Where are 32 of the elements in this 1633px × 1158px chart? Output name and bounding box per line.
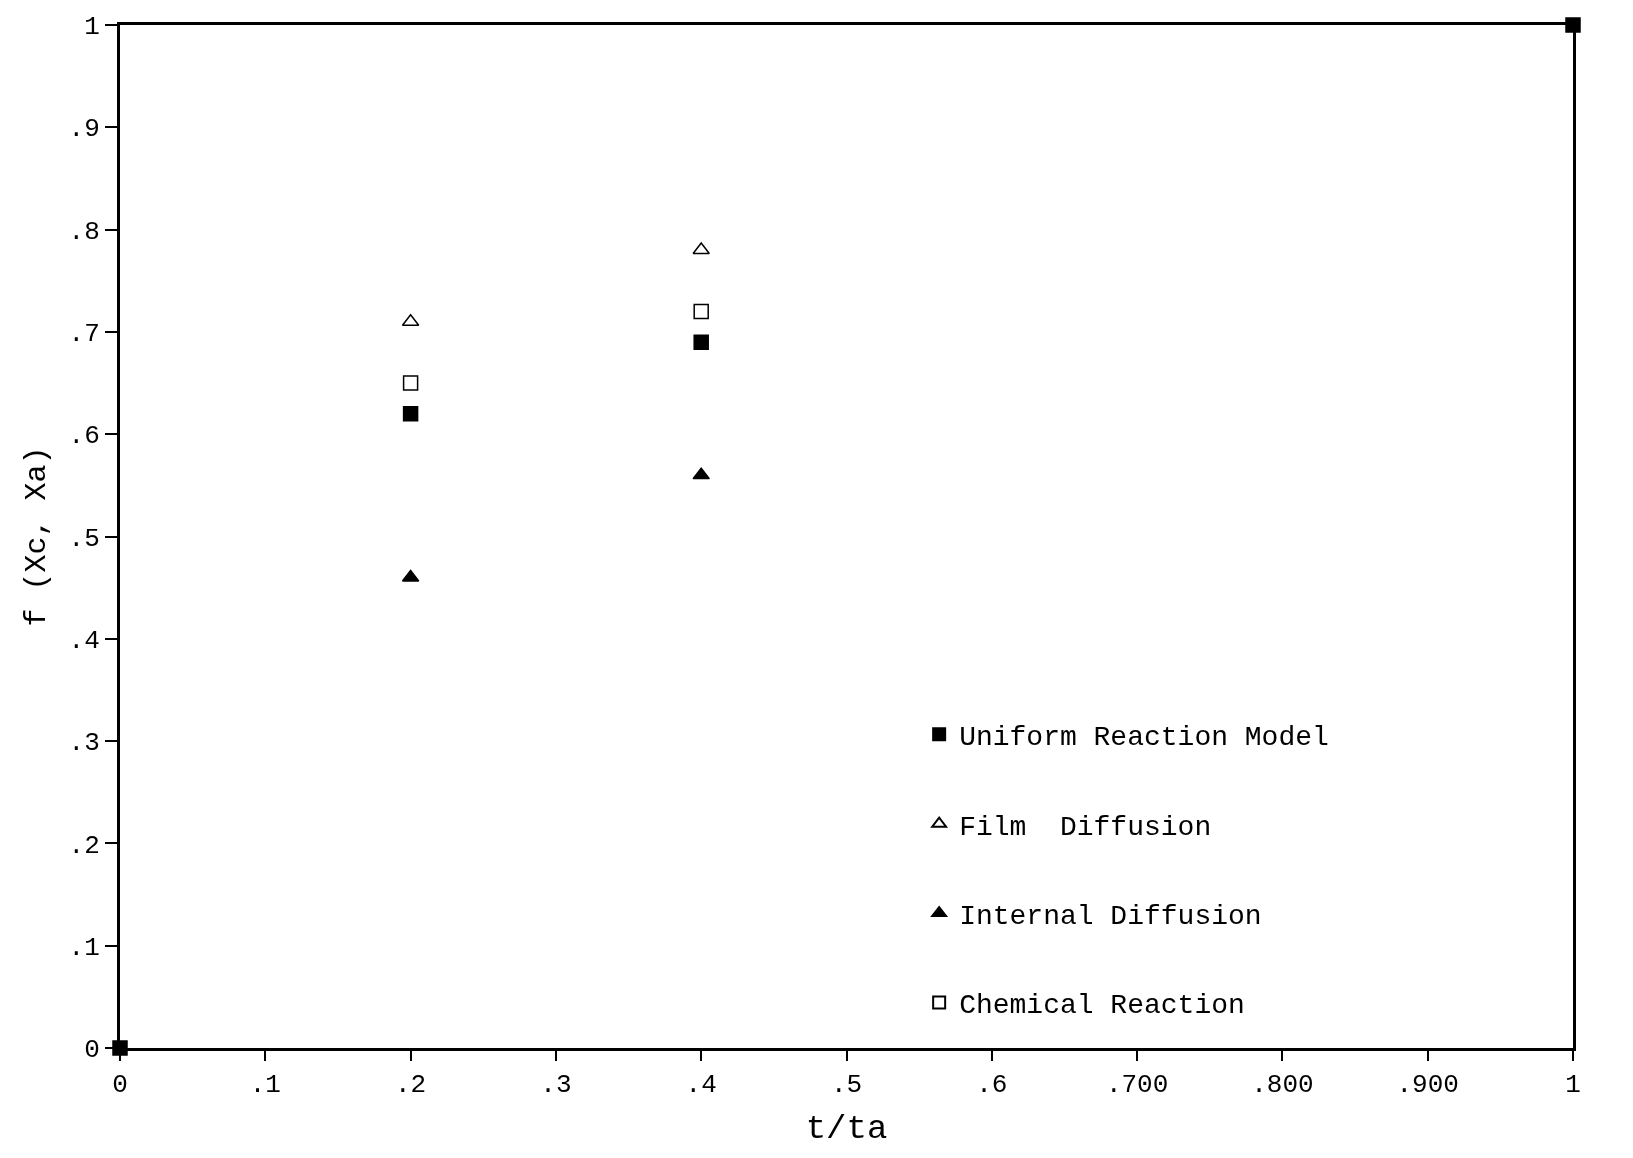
- point: [693, 334, 709, 350]
- y-tick-label: .8: [68, 216, 100, 247]
- x-tick-label: .4: [685, 1070, 717, 1101]
- point: [693, 303, 709, 320]
- point: [402, 405, 419, 422]
- x-tick-label: .800: [1251, 1070, 1314, 1101]
- y-tick-label: .2: [68, 830, 100, 861]
- x-tick-label: .700: [1105, 1070, 1169, 1101]
- legend-label: Uniform Reaction Model: [959, 722, 1329, 754]
- x-tick-label: 0: [112, 1070, 128, 1101]
- y-tick-label: .9: [68, 114, 100, 145]
- x-tick-label: .2: [394, 1070, 427, 1101]
- x-tick-label: .900: [1396, 1070, 1459, 1101]
- x-tick-label: .6: [976, 1070, 1008, 1101]
- y-tick-label: 1: [84, 12, 100, 43]
- legend-label: Chemical Reaction: [959, 990, 1245, 1022]
- y-tick-label: .4: [68, 625, 100, 656]
- y-tick-label: .7: [68, 319, 100, 349]
- x-tick-label: .1: [249, 1070, 281, 1101]
- point: [402, 375, 419, 391]
- y-tick-label: .3: [68, 728, 100, 759]
- y-tick-label: .1: [68, 932, 100, 963]
- x-tick-label: .5: [830, 1070, 863, 1101]
- x-tick-label: 1: [1565, 1070, 1581, 1101]
- x-axis-title: t/ta: [805, 1109, 888, 1148]
- x-tick-label: .3: [540, 1070, 572, 1101]
- y-tick-label: .6: [68, 421, 100, 452]
- legend-label: Internal Diffusion: [959, 900, 1262, 932]
- y-tick-label: .5: [68, 523, 100, 554]
- y-axis-title: f (Xc, Xa): [19, 446, 54, 627]
- y-tick-label: 0: [84, 1035, 100, 1066]
- legend-label: Film Diffusion: [959, 811, 1212, 843]
